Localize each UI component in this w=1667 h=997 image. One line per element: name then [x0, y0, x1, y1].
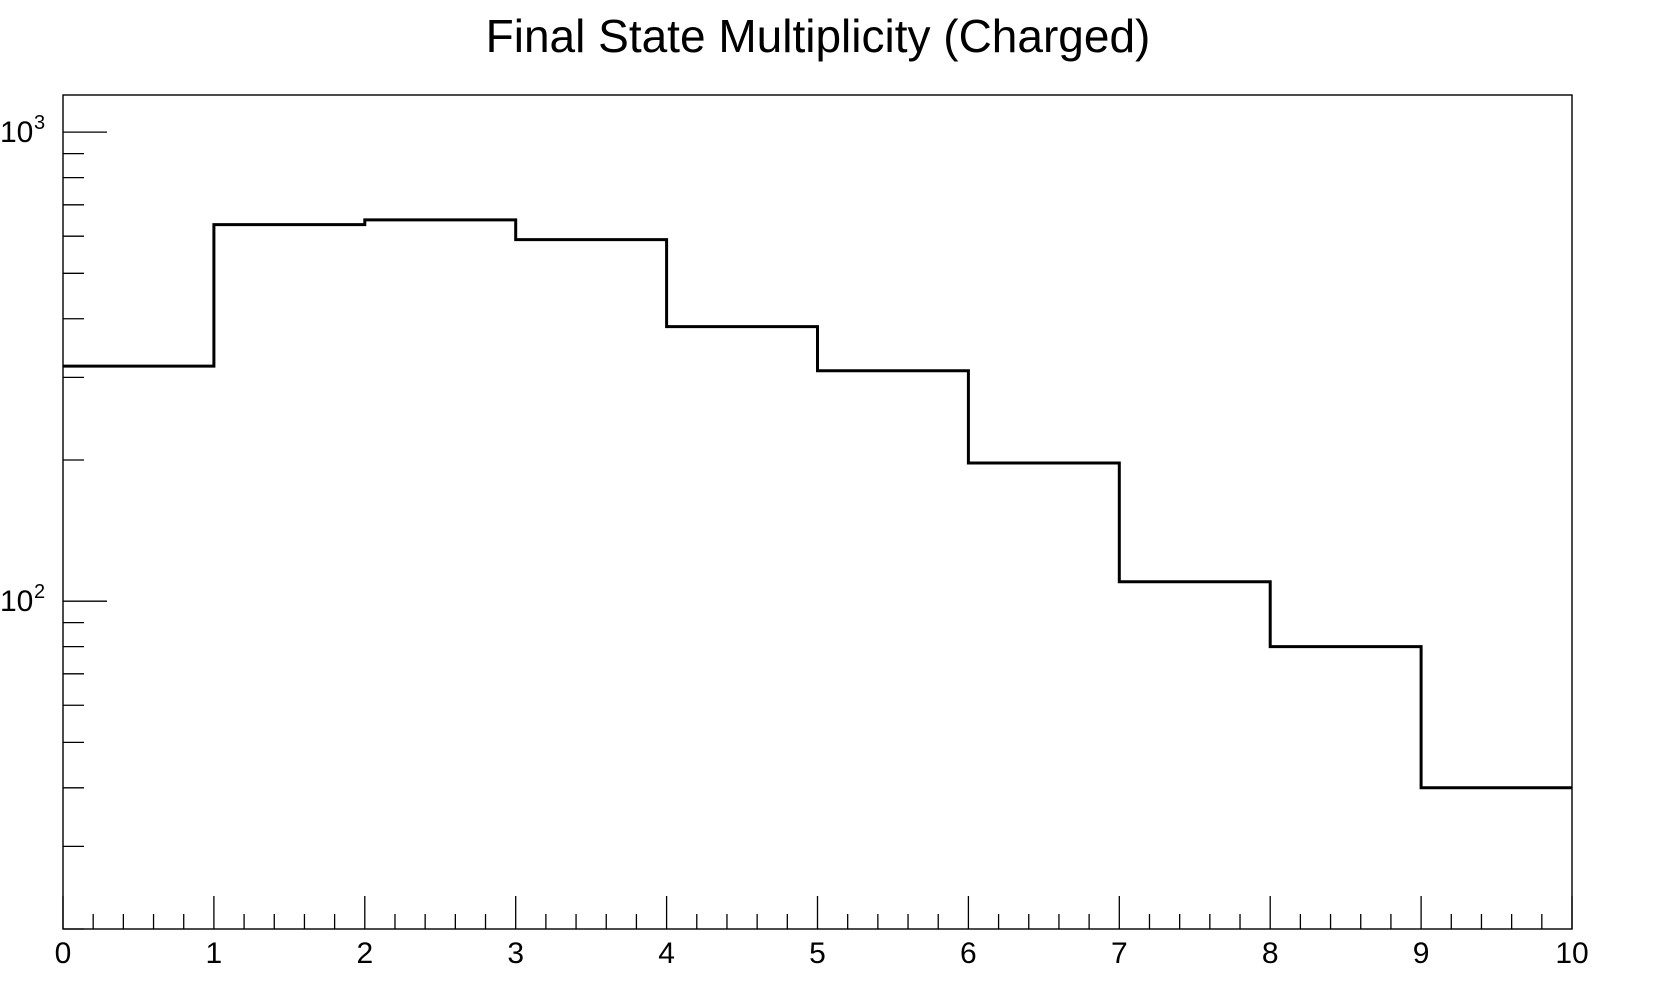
histogram-plot — [63, 218, 1572, 790]
y-tick-label: 10 3 — [0, 112, 45, 149]
x-tick-label: 3 — [507, 937, 524, 970]
plot-frame — [62, 94, 1573, 930]
y-tick-label-exponent: 3 — [34, 112, 45, 134]
y-tick-label: 10 2 — [0, 581, 45, 618]
y-tick-label-base: 10 — [0, 116, 33, 149]
y-tick-label-base: 10 — [0, 585, 33, 618]
x-tick-label: 7 — [1111, 937, 1128, 970]
histogram-outline — [63, 218, 1572, 790]
x-tick-label: 0 — [55, 937, 72, 970]
x-tick-label: 6 — [960, 937, 977, 970]
x-tick-label: 10 — [1555, 937, 1588, 970]
x-tick-label: 2 — [356, 937, 373, 970]
x-tick-label: 1 — [206, 937, 223, 970]
x-tick-label: 9 — [1413, 937, 1430, 970]
x-tick-label: 5 — [809, 937, 826, 970]
chart-title: Final State Multiplicity (Charged) — [486, 10, 1151, 62]
y-tick-label-exponent: 2 — [34, 581, 45, 603]
x-tick-label: 8 — [1262, 937, 1279, 970]
x-axis: 0 1 2 3 4 5 6 7 8 9 10 — [55, 896, 1589, 970]
x-tick-label: 4 — [658, 937, 675, 970]
